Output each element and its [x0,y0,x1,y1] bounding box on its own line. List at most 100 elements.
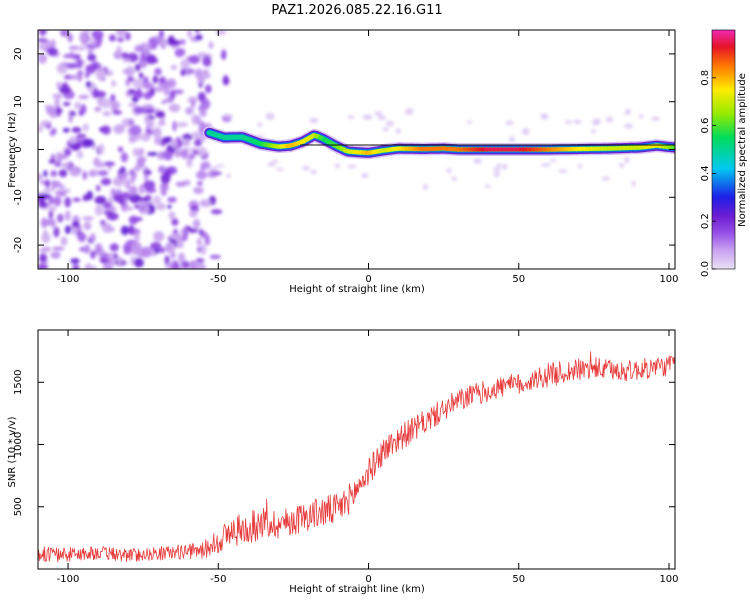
colorbar: 0.0 0.2 0.4 0.6 0.8 Normalized spectral ampl… [700,29,748,277]
faint-blob [382,127,389,132]
colorbar-tick-label: 0.2 [700,213,711,229]
noise-blob [170,138,178,149]
noise-blob [56,151,62,160]
faint-blob [601,176,611,181]
noise-blob [76,69,84,77]
noise-blob [199,244,207,255]
faint-blob [639,113,644,119]
faint-blob [541,163,551,167]
noise-blob [47,47,59,57]
colorbar-tick-label: 0.4 [700,165,711,181]
noise-blob [192,218,201,230]
noise-blob [117,173,127,181]
noise-blob [113,124,125,134]
noise-blob [189,262,198,269]
noise-blob [195,258,205,264]
frequency-ridge [202,126,675,160]
noise-blob [142,82,155,90]
noise-blob [100,178,112,186]
noise-blob [67,33,73,43]
noise-blob [176,122,188,128]
noise-blob [43,170,48,178]
noise-blob [59,85,72,95]
faint-blob [521,128,530,135]
noise-blob [157,120,166,126]
noise-blob [76,150,84,159]
noise-blob [120,152,129,163]
noise-blob [154,249,160,254]
noise-blob [138,147,145,156]
noise-blob [45,218,56,226]
noise-blob [170,261,175,269]
noise-blob [50,251,61,259]
noise-blob [82,216,94,221]
noise-blob [117,146,124,153]
faint-blob [346,164,357,169]
snr-plot-area [38,351,675,563]
noise-blob [110,94,116,103]
noise-blob [186,156,193,168]
noise-blob [53,196,62,207]
noise-blob [86,190,93,201]
noise-blob [133,257,144,268]
noise-blob [180,68,186,77]
noise-blob [82,123,89,132]
noise-blob [123,244,131,255]
noise-blob [168,234,179,239]
noise-blob [196,246,202,253]
noise-blob [78,232,86,243]
faint-blob [271,159,279,163]
colorbar-tick-label: 0.0 [700,261,711,277]
noise-blob [71,126,82,133]
noise-blob [54,97,60,109]
noise-blob [39,253,47,263]
noise-blob [38,248,50,253]
noise-blob [210,209,223,215]
noise-blob [120,225,129,236]
y-tick-label: 1000 [13,432,24,457]
noise-blob [194,188,202,193]
noise-blob [174,48,185,58]
noise-blob [134,63,141,72]
noise-blob [76,133,87,138]
noise-blob [177,252,186,263]
noise-blob [85,81,92,88]
noise-blob [72,197,81,202]
noise-blob [52,128,57,134]
x-tick-label: 100 [659,574,678,585]
noise-blob [90,250,96,259]
noise-blob [41,232,51,244]
noise-blob [115,30,128,37]
noise-blob [89,233,96,242]
noise-blob [116,37,125,43]
noise-blob [68,113,73,123]
noise-blob [152,195,162,204]
faint-blob [592,118,601,125]
faint-blob [505,120,514,126]
noise-blob [38,53,48,64]
noise-blob [38,201,48,208]
noise-blob [69,166,81,177]
noise-blob [129,193,142,204]
noise-blob [99,259,108,263]
noise-blob [70,258,80,264]
noise-blob [112,110,123,115]
noise-blob [146,118,155,130]
noise-blob [83,221,92,231]
noise-blob [150,241,162,251]
noise-blob [180,58,190,70]
noise-blob [102,111,112,117]
noise-blob [64,225,72,235]
noise-blob [64,210,71,221]
noise-blob [76,46,87,51]
noise-blob [154,35,162,42]
noise-blob [49,206,57,212]
faint-blob [501,163,508,170]
x-tick-label: 50 [512,574,525,585]
noise-blob [195,34,203,41]
noise-blob [163,86,170,96]
noise-blob [66,62,78,69]
noise-blob [101,125,111,135]
faint-blob [484,184,491,188]
